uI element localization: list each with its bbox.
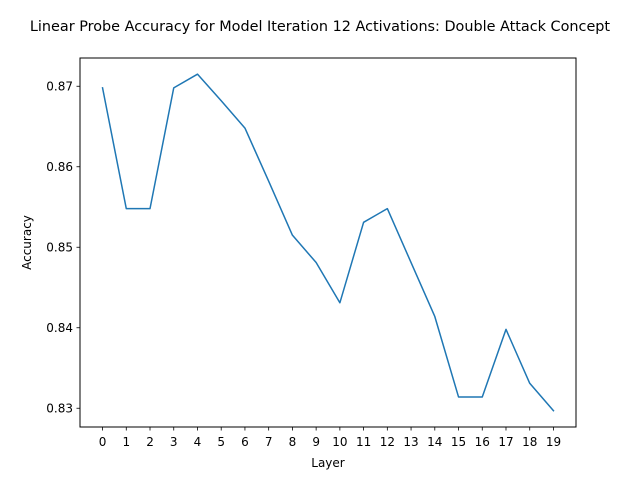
x-tick-label: 2 [146,435,154,449]
x-tick-label: 16 [475,435,490,449]
x-tick-label: 3 [170,435,178,449]
x-tick-label: 12 [380,435,395,449]
x-tick-label: 18 [522,435,537,449]
x-tick-label: 1 [122,435,130,449]
x-tick-label: 11 [356,435,371,449]
y-tick-label: 0.83 [46,401,73,415]
x-tick-label: 13 [403,435,418,449]
x-tick-label: 10 [332,435,347,449]
x-tick-label: 6 [241,435,249,449]
series-line-0 [101,73,555,412]
x-tick-label: 15 [451,435,466,449]
x-tick-label: 19 [546,435,561,449]
plot-lines [101,73,555,412]
x-tick-label: 7 [265,435,273,449]
x-tick-label: 17 [498,435,513,449]
plot-frame [79,57,577,428]
y-tick-label: 0.85 [46,240,73,254]
x-tick-label: 14 [427,435,442,449]
y-tick-label: 0.87 [46,79,73,93]
x-tick-label: 0 [99,435,107,449]
x-tick-label: 8 [289,435,297,449]
y-tick-label: 0.84 [46,321,73,335]
y-axis: 0.83 0.84 0.85 0.86 0.87 [46,79,80,415]
x-axis: 0 1 2 3 4 5 6 7 8 9 10 11 12 13 14 15 16 17 18 19 [99,427,561,449]
y-axis-label: Accuracy [20,215,34,270]
chart-title: Linear Probe Accuracy for Model Iteratio… [30,19,611,35]
x-axis-label: Layer [311,456,345,470]
x-tick-label: 4 [194,435,202,449]
x-tick-label: 5 [217,435,225,449]
y-tick-label: 0.86 [46,160,73,174]
x-tick-label: 9 [312,435,320,449]
